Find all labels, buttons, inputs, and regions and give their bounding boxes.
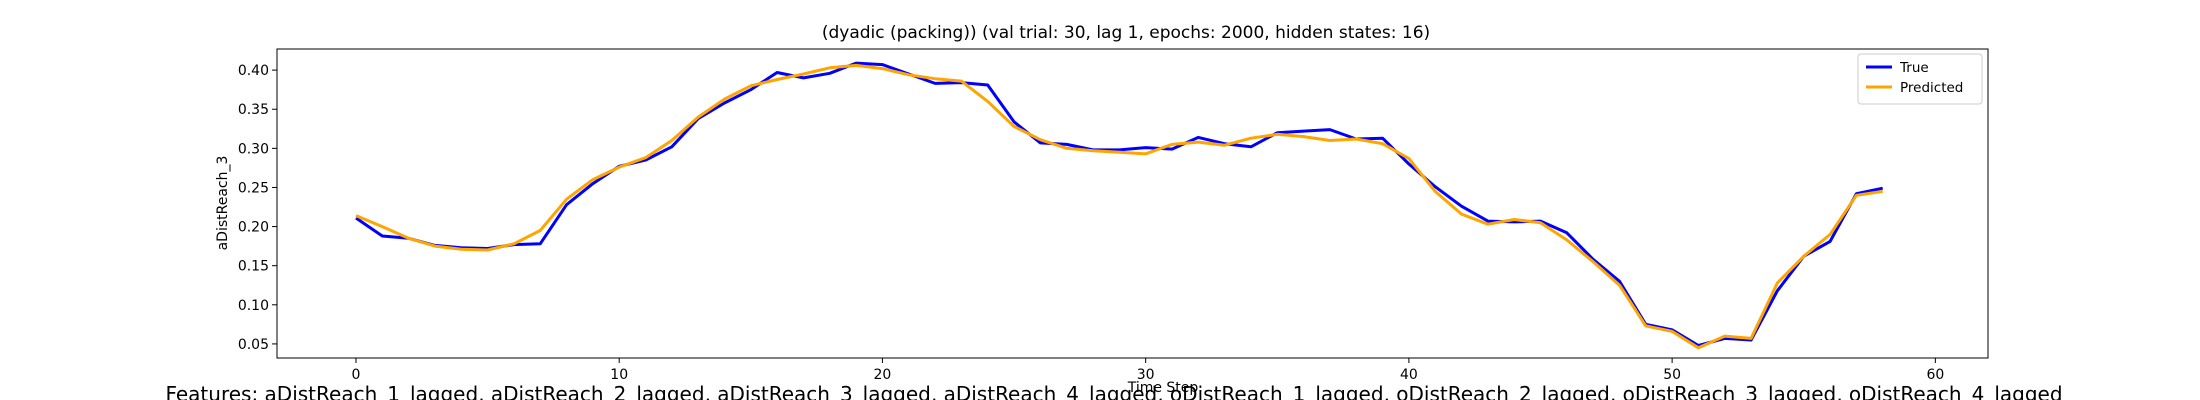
y-axis-label: aDistReach_3 bbox=[215, 156, 231, 251]
chart-title: (dyadic (packing)) (val trial: 30, lag 1… bbox=[822, 23, 1430, 43]
y-tick-label: 0.20 bbox=[238, 220, 269, 236]
x-tick-label: 50 bbox=[1663, 367, 1681, 383]
x-tick-label: 20 bbox=[874, 367, 892, 383]
y-tick-label: 0.15 bbox=[238, 259, 269, 275]
x-axis-label: Time Step bbox=[1127, 380, 1199, 396]
y-tick-label: 0.30 bbox=[238, 141, 269, 157]
y-tick-label: 0.35 bbox=[238, 102, 269, 118]
x-axis-ticks: 0 10 20 30 40 50 60 bbox=[352, 358, 1944, 383]
y-tick-label: 0.25 bbox=[238, 180, 269, 196]
x-tick-label: 40 bbox=[1400, 367, 1418, 383]
series-line-predicted bbox=[355, 63, 1883, 350]
series-layer bbox=[355, 61, 1884, 350]
y-tick-label: 0.10 bbox=[238, 298, 269, 314]
legend: True Predicted bbox=[1857, 53, 1983, 105]
x-tick-label: 0 bbox=[352, 367, 361, 383]
y-tick-label: 0.05 bbox=[238, 337, 269, 353]
legend-label-true: True bbox=[1899, 60, 1929, 76]
y-tick-label: 0.40 bbox=[238, 63, 269, 79]
features-caption: Features: aDistReach_1_lagged, aDistReac… bbox=[165, 382, 2062, 400]
x-tick-label: 10 bbox=[610, 367, 628, 383]
y-axis-ticks: 0.05 0.10 0.15 0.20 0.25 0.30 0.35 0.40 bbox=[238, 63, 277, 353]
legend-label-predicted: Predicted bbox=[1900, 80, 1963, 96]
axes-frame bbox=[276, 48, 1989, 359]
x-tick-label: 60 bbox=[1926, 367, 1944, 383]
plot-area: 0 10 20 30 40 50 60 0.050.100.150.200.250.300.… bbox=[238, 48, 1989, 383]
x-tick-label: 30 bbox=[1137, 367, 1155, 383]
